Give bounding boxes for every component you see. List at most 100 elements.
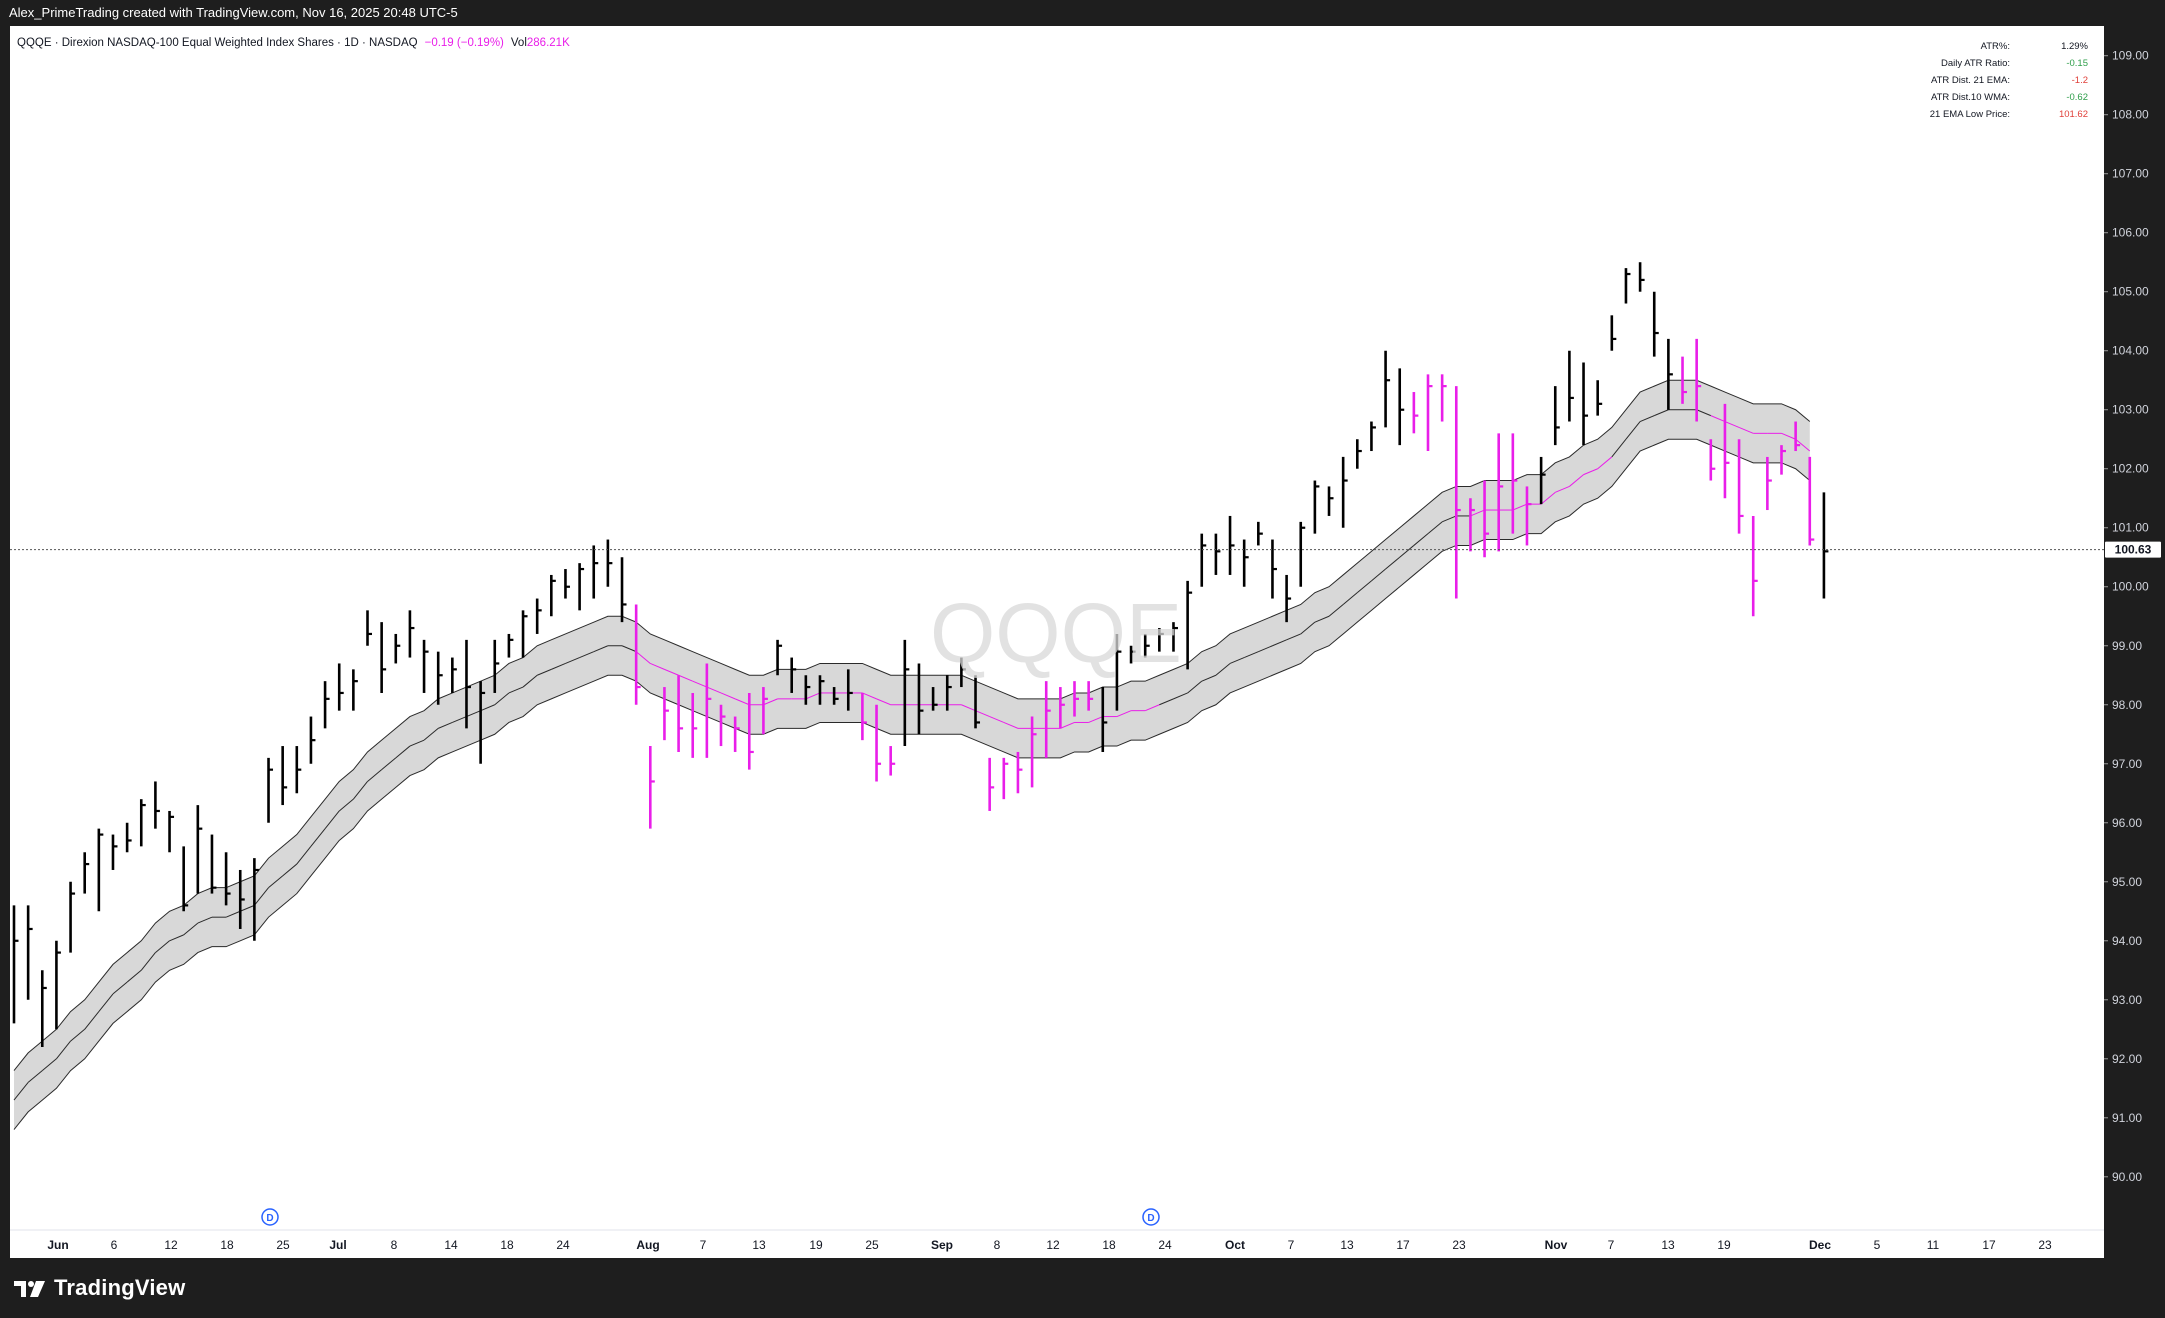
ema21-line-segment (536, 668, 552, 676)
ohlc-bar (1186, 580, 1193, 670)
ema21-line-segment (367, 769, 382, 782)
ohlc-bar (1002, 757, 1009, 800)
ema21-line-segment (409, 739, 425, 747)
ohlc-bar (1497, 433, 1504, 552)
ohlc-bar (238, 869, 245, 929)
ema21-line-segment (1258, 645, 1273, 653)
ohlc-bar (422, 639, 429, 693)
ema21-line-segment (1060, 721, 1075, 729)
ema21-line-segment (1625, 421, 1641, 440)
ema21-line-segment (1314, 615, 1330, 623)
tradingview-logo[interactable]: TradingView (12, 1274, 185, 1302)
time-axis-label: 18 (220, 1238, 234, 1252)
time-axis-label: 13 (752, 1238, 766, 1252)
time-axis-label: 11 (1927, 1238, 1940, 1252)
ema21-line-segment (169, 934, 184, 942)
ohlc-bar (1822, 492, 1829, 599)
lower-band-line (13, 438, 1811, 1130)
ema21-line-segment (565, 657, 580, 664)
ema21-line-segment (805, 692, 821, 700)
ema21-line-segment (1187, 680, 1203, 694)
ohlc-bar (1780, 445, 1786, 475)
chart-panel[interactable]: QQQE Jun 6 12 18 25 Jul 8 14 18 24 Aug 7 13 19 25 Sep 8 1… (10, 26, 2104, 1258)
ema21-line-segment (1540, 491, 1556, 505)
ohlc-bar (1073, 681, 1079, 717)
ema21-line-segment (1795, 438, 1811, 452)
ohlc-bar (1158, 628, 1164, 652)
ohlc-bar (1511, 433, 1518, 534)
ohlc-bar (1242, 539, 1249, 587)
legend-description: Direxion NASDAQ-100 Equal Weighted Index… (62, 37, 334, 49)
ema21-line-segment (183, 922, 199, 936)
ohlc-bar (267, 757, 274, 823)
ema21-line-segment (1569, 474, 1584, 487)
legend: QQQE · Direxion NASDAQ-100 Equal Weighte… (17, 37, 570, 49)
ema21-line-segment (126, 969, 142, 983)
ohlc-bar (875, 704, 882, 782)
price-chart[interactable]: QQQE Jun 6 12 18 25 Jul 8 14 18 24 Aug 7 13 19 25 Sep 8 1… (10, 26, 2104, 1258)
ohlc-bar (861, 692, 867, 741)
ema21-line-segment (1639, 415, 1655, 422)
ohlc-bar (521, 610, 528, 658)
bottom-bar: TradingView (0, 1258, 2165, 1318)
price-axis-label: 108.00 (2112, 108, 2149, 122)
time-axis-label: 7 (1288, 1238, 1295, 1252)
ohlc-bar (281, 746, 288, 806)
brand-text: TradingView (54, 1275, 186, 1300)
time-axis-label: 12 (1046, 1238, 1060, 1252)
ohlc-bar (606, 539, 613, 587)
ohlc-bar (26, 905, 33, 1000)
ohlc-bar (1723, 403, 1730, 499)
ema21-line-segment (466, 710, 481, 718)
ema21-line-segment (1597, 456, 1613, 470)
ema21-line-segment (253, 887, 269, 906)
legend-change: −0.19 (−0.19%) (425, 37, 504, 49)
stats-label: ATR%: (1981, 41, 2010, 52)
ema21-line-segment (1215, 663, 1231, 676)
ohlc-bar (1059, 687, 1065, 729)
ohlc-bar (1553, 386, 1560, 446)
ema21-line-segment (1441, 515, 1457, 523)
stats-label: 21 EMA Low Price: (1930, 109, 2010, 120)
ema21-line-segment (650, 662, 665, 670)
ohlc-bar (1129, 645, 1136, 664)
price-axis-label: 101.00 (2112, 521, 2149, 535)
ema21-line-segment (635, 651, 651, 664)
price-axis-panel[interactable]: 90.00 91.00 92.00 93.00 94.00 95.00 96.00 97.00… (2104, 26, 2165, 1258)
ema21-line-segment (1654, 409, 1669, 417)
ema21-line-segment (352, 781, 368, 800)
ema-band-layer (13, 379, 1811, 1130)
ema21-line-segment (1724, 421, 1740, 428)
ema21-line-segment (1356, 580, 1372, 594)
ohlc-bar (97, 828, 104, 912)
ohlc-bar (889, 746, 896, 776)
ohlc-bar (352, 669, 358, 711)
time-axis-label: 7 (700, 1238, 707, 1252)
ohlc-bar (1454, 386, 1461, 599)
ohlc-bar (917, 663, 924, 735)
time-axis-label: 13 (1340, 1238, 1354, 1252)
dividend-icon (261, 1208, 279, 1226)
symbol-watermark: QQQE (930, 586, 1182, 680)
time-axis-label: 17 (1396, 1238, 1410, 1252)
ema21-line-segment (1243, 651, 1259, 659)
legend-symbol: QQQE (17, 37, 52, 49)
ohlc-bar (1313, 480, 1320, 534)
ema21-line-segment (1710, 415, 1726, 422)
ema21-line-segment (1470, 509, 1485, 517)
ohlc-bar (1030, 716, 1037, 788)
ohlc-bar (111, 834, 118, 870)
legend-volume-label: Vol (511, 37, 527, 49)
ema21-line-segment (508, 686, 524, 694)
time-axis-label: 12 (164, 1238, 178, 1252)
ohlc-bar (436, 651, 443, 705)
ohlc-bar (1568, 350, 1574, 422)
ema21-line-segment (1328, 604, 1344, 617)
stats-value: -0.15 (2066, 58, 2088, 69)
ohlc-bar (1271, 539, 1277, 599)
price-axis-label: 95.00 (2112, 875, 2142, 889)
ohlc-bar (1695, 338, 1702, 422)
ema21-line-segment (1272, 639, 1287, 647)
ohlc-bar (564, 569, 570, 599)
ohlc-bar (1610, 315, 1617, 351)
